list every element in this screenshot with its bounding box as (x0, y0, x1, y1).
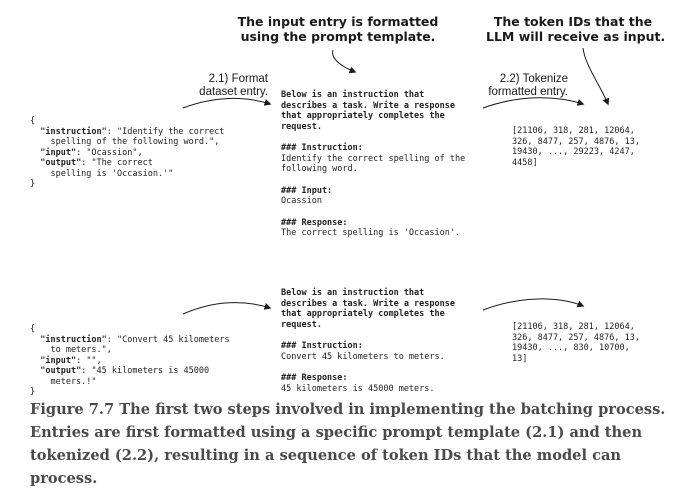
response-text: 45 kilometers is 45000 meters. (281, 383, 435, 394)
dataset-entry-1: { "instruction": "Identify the correct s… (30, 116, 224, 190)
format-arrow-1 (182, 97, 272, 109)
input-key: "input" (40, 355, 77, 366)
tokenize-arrow-1 (482, 97, 585, 109)
instruction-key: "instruction" (40, 126, 107, 137)
input-key: "input" (40, 147, 77, 158)
input-value: : "Ocassion", (76, 147, 143, 158)
output-value: : "The correct spelling is 'Occasion.'" (50, 158, 174, 179)
formatted-prompt-2: Below is an instruction that describes a… (281, 288, 455, 394)
tokenize-step-label: 2.2) Tokenize formatted entry. (488, 73, 568, 98)
input-text: Ocassion (281, 196, 322, 206)
dataset-entry-2: { "instruction": "Convert 45 kilometers … (30, 324, 230, 398)
prompt-preamble: Below is an instruction that describes a… (281, 288, 455, 330)
instruction-text: Convert 45 kilometers to meters. (281, 351, 445, 362)
token-ids-2: [21106, 318, 281, 12064, 326, 8477, 257,… (512, 322, 640, 364)
callout-arrow-tokens (582, 47, 610, 106)
instruction-value: : "Identify the correct spelling of the … (50, 126, 225, 148)
output-key: "output" (40, 366, 82, 376)
output-key: "output" (40, 158, 82, 168)
response-header: ### Response: (281, 373, 348, 383)
tokenize-arrow-2 (482, 298, 585, 311)
format-arrow-2 (182, 302, 272, 315)
response-text: The correct spelling is 'Occasion'. (281, 228, 461, 238)
token-ids-1: [21106, 318, 281, 12064, 326, 8477, 257,… (512, 126, 640, 168)
brace-open: { (30, 116, 36, 126)
brace-open: { (30, 324, 36, 334)
formatted-prompt-1: Below is an instruction that describes a… (281, 90, 465, 239)
instruction-value: : "Convert 45 kilometers to meters.", (50, 334, 230, 356)
brace-close: } (30, 179, 36, 189)
prompt-template-callout: The input entry is formatted using the p… (237, 14, 439, 44)
input-value: : "", (76, 355, 102, 366)
brace-close: } (30, 387, 36, 397)
prompt-preamble: Below is an instruction that describes a… (281, 90, 455, 132)
instruction-header: ### Instruction: (281, 143, 363, 153)
instruction-text: Identify the correct spelling of the fol… (281, 153, 466, 175)
callout-arrow-prompt (332, 49, 357, 74)
response-header: ### Response: (281, 217, 348, 228)
output-value: : "45 kilometers is 45000 meters.!" (50, 366, 210, 387)
format-step-label: 2.1) Format dataset entry. (199, 73, 268, 98)
instruction-key: "instruction" (40, 334, 107, 345)
input-header: ### Input: (281, 185, 333, 196)
instruction-header: ### Instruction: (281, 341, 363, 351)
figure-caption: Figure 7.7 The first two steps involved … (30, 401, 666, 487)
token-ids-callout: The token IDs that the LLM will receive … (486, 14, 666, 44)
